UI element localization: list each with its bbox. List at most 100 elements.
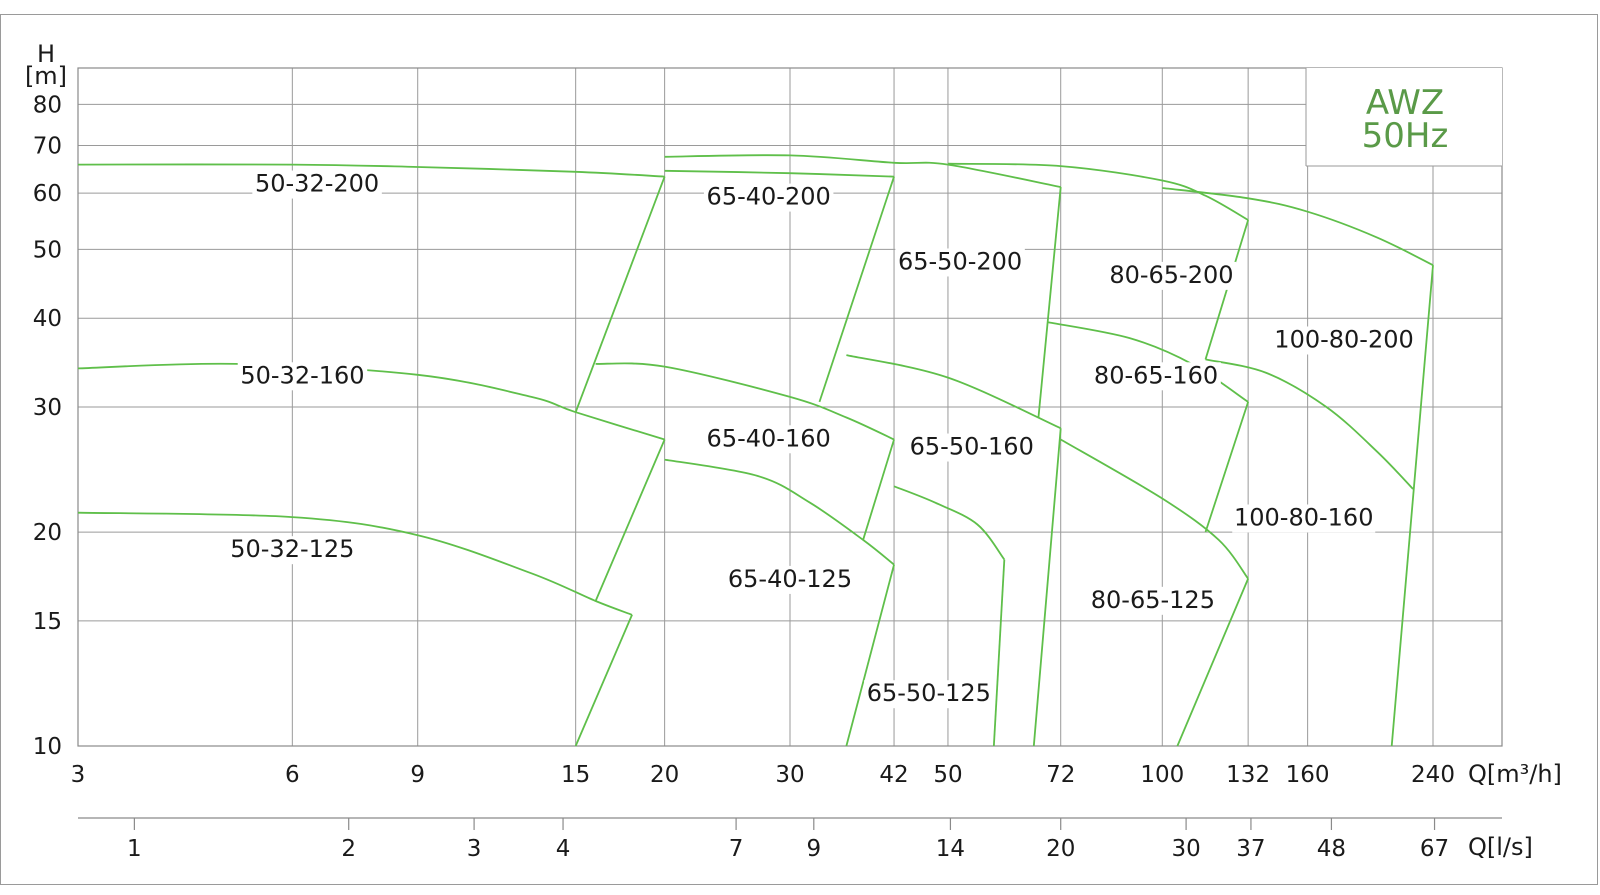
curve-label: 100-80-160: [1234, 503, 1373, 531]
outer-frame: [0, 14, 1598, 885]
curve-100-80-160: [1205, 358, 1414, 490]
y-tick-label: 70: [33, 134, 62, 160]
curve-label: 80-65-125: [1091, 586, 1215, 614]
range-boundary-line: [1390, 265, 1434, 747]
y-tick-label: 60: [33, 181, 62, 207]
x2-tick-label: 9: [806, 836, 821, 862]
x-tick-label: 30: [775, 762, 804, 788]
curve-label-bg: [227, 536, 358, 565]
x2-tick-label: 2: [341, 836, 356, 862]
curve-label-bg: [1106, 261, 1237, 290]
plot-border: [77, 67, 1503, 747]
curve-label-bg: [703, 425, 834, 454]
x-tick-label: 6: [285, 762, 300, 788]
x2-tick-label: 20: [1046, 836, 1075, 862]
y-tick-label: 10: [33, 734, 62, 760]
title-box: AWZ 50Hz: [1305, 68, 1502, 167]
title-box-background: [1306, 68, 1502, 166]
y-axis-title: H: [37, 40, 55, 68]
x-tick-label: 15: [561, 762, 590, 788]
curve-label: 50-32-200: [255, 170, 379, 198]
x-tick-label: 72: [1046, 762, 1075, 788]
range-boundary-line: [1176, 578, 1249, 747]
x-tick-label: 9: [410, 762, 425, 788]
x2-tick-label: 30: [1171, 836, 1200, 862]
curve-50-32-200: [77, 163, 665, 178]
x-tick-label: 100: [1140, 762, 1184, 788]
curve-100-80-200: [1162, 187, 1434, 267]
x2-tick-label: 3: [467, 836, 482, 862]
curve-80-65-200: [947, 162, 1249, 221]
curve-label: 50-32-125: [230, 535, 354, 563]
x-tick-label: 240: [1411, 762, 1455, 788]
curve-65-50-125: [893, 485, 1006, 561]
curve-label: 65-50-160: [910, 433, 1034, 461]
curve-label-bg: [895, 248, 1025, 277]
curve-50-32-125: [77, 511, 633, 616]
x-tick-label: 50: [933, 762, 962, 788]
curve-label-bg: [703, 183, 834, 212]
curve-label: 65-40-200: [707, 183, 831, 211]
x-tick-label: 20: [650, 762, 679, 788]
curve-50-32-160: [77, 362, 665, 441]
range-boundary-line: [818, 176, 895, 403]
curve-label-bg: [1088, 586, 1218, 615]
curve-label-bg: [237, 362, 368, 391]
curve-label-bg: [1272, 326, 1416, 355]
curve-label-bg: [725, 565, 855, 594]
y-tick-label: 15: [33, 609, 62, 635]
range-boundary-line: [1032, 428, 1062, 747]
x-tick-label: 42: [879, 762, 908, 788]
range-boundary-line: [1037, 186, 1062, 418]
range-boundary-line: [594, 439, 666, 602]
x-tick-label: 160: [1286, 762, 1330, 788]
y-axis-unit: [m]: [25, 62, 67, 90]
x2-tick-label: 37: [1236, 836, 1265, 862]
range-boundary-line: [574, 176, 666, 413]
curve-label: 65-40-160: [707, 424, 831, 452]
curve-label: 80-65-160: [1094, 361, 1218, 389]
y-tick-label: 20: [33, 520, 62, 546]
y-tick-label: 40: [33, 306, 62, 332]
x2-axis-title: Q[l/s]: [1468, 833, 1533, 861]
curve-label: 50-32-160: [240, 361, 364, 389]
x2-tick-label: 14: [936, 836, 965, 862]
curve-label-bg: [252, 170, 382, 199]
curve-label: 100-80-200: [1274, 325, 1413, 353]
chart-title: AWZ: [1366, 83, 1444, 123]
curve-label-bg: [1091, 362, 1221, 391]
curve-label-bg: [907, 433, 1037, 462]
range-boundary-line: [992, 559, 1006, 747]
curve-65-40-200: [664, 154, 1061, 188]
curve-label: 65-40-125: [728, 565, 852, 593]
x-tick-label: 3: [71, 762, 86, 788]
curve-65-50-160: [846, 354, 1062, 430]
x2-tick-label: 1: [127, 836, 142, 862]
range-boundary-line: [845, 564, 895, 747]
curve-80-65-125: [1060, 438, 1249, 580]
curve-label: 80-65-200: [1109, 261, 1233, 289]
curve-65-40-160: [595, 362, 895, 441]
y-tick-label: 50: [33, 237, 62, 263]
curve-65-40-125: [664, 458, 895, 566]
x-tick-label: 132: [1226, 762, 1270, 788]
curve-label: 65-50-200: [898, 247, 1022, 275]
curve-label: 65-50-125: [867, 679, 991, 707]
y-tick-label: 80: [33, 92, 62, 118]
y-tick-label: 30: [33, 395, 62, 421]
x2-tick-label: 67: [1420, 836, 1449, 862]
curve-65-50-200: [664, 169, 895, 178]
range-boundary-line: [862, 439, 895, 541]
chart-subtitle: 50Hz: [1362, 116, 1449, 156]
x2-tick-label: 4: [556, 836, 571, 862]
curve-80-65-160: [1047, 321, 1249, 403]
curve-label-bg: [1232, 504, 1376, 533]
curve-label-bg: [864, 680, 994, 709]
x2-tick-label: 7: [729, 836, 744, 862]
range-boundary-line: [1204, 401, 1249, 533]
range-boundary-line: [574, 614, 633, 747]
x-axis-title: Q[m³/h]: [1468, 760, 1562, 788]
x2-tick-label: 48: [1317, 836, 1346, 862]
